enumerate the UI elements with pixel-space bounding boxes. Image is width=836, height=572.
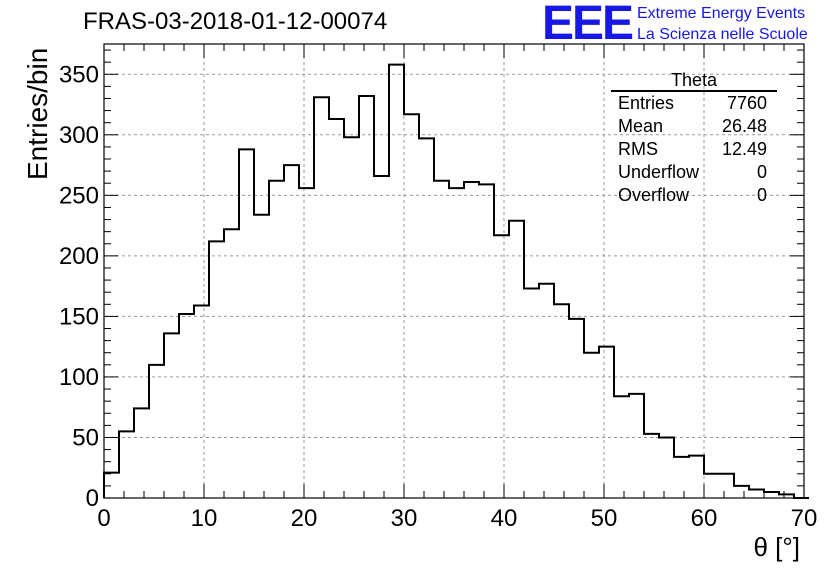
- histogram-bin: [404, 114, 419, 498]
- stats-value: 26.48: [721, 116, 767, 136]
- histogram-bin: [659, 437, 674, 498]
- x-tick-label: 10: [191, 505, 218, 532]
- y-tick-label: 150: [59, 303, 99, 330]
- histogram-bin: [299, 188, 314, 498]
- histogram-bin: [389, 65, 404, 498]
- histogram-bin: [134, 408, 149, 498]
- histogram-bin: [449, 188, 464, 498]
- histogram-bin: [599, 347, 614, 498]
- histogram-bin: [644, 434, 659, 498]
- y-tick-label: 100: [59, 364, 99, 391]
- x-tick-label: 30: [391, 505, 418, 532]
- histogram-bin: [749, 490, 764, 498]
- x-tick-label: 20: [291, 505, 318, 532]
- histogram-bin: [164, 333, 179, 498]
- tick-labels: 0 10 20 30 40 50 60 70 0 50 100 150 200 250 300 350: [59, 61, 817, 532]
- histogram-bin: [119, 431, 134, 498]
- histogram-bin: [359, 96, 374, 498]
- eee-logo: EEE: [542, 0, 634, 50]
- stats-row-entries: Entries 7760: [611, 92, 777, 115]
- x-tick-label: 60: [691, 505, 718, 532]
- histogram-bin: [554, 304, 569, 498]
- y-tick-label: 50: [72, 424, 99, 451]
- stats-box: Theta Entries 7760 Mean 26.48 RMS 12.49 …: [611, 70, 777, 207]
- stats-title: Theta: [611, 70, 777, 92]
- logo-caption-line1: Extreme Energy Events: [637, 5, 806, 22]
- histogram-bin: [419, 138, 434, 498]
- stats-value: 12.49: [721, 139, 767, 159]
- stats-label: Underflow: [618, 162, 700, 182]
- stats-row-mean: Mean 26.48: [611, 115, 777, 138]
- x-tick-label: 50: [591, 505, 618, 532]
- histogram-bin: [614, 396, 629, 498]
- histogram-bin: [494, 235, 509, 498]
- y-tick-label: 350: [59, 61, 99, 88]
- stats-label: Overflow: [618, 185, 690, 205]
- stats-value: 7760: [726, 93, 767, 113]
- histogram-bin: [104, 473, 119, 498]
- logo-caption: Extreme Energy Events La Scienza nelle S…: [637, 3, 808, 45]
- histogram-bin: [149, 365, 164, 498]
- tick-marks: [103, 44, 805, 499]
- histogram-bin: [434, 181, 449, 498]
- histogram-bin: [509, 221, 524, 498]
- histogram-bin: [689, 456, 704, 498]
- x-axis-label: θ [°]: [753, 532, 800, 562]
- histogram-bin: [269, 181, 284, 498]
- histogram-bin: [479, 184, 494, 498]
- histogram-bin: [569, 319, 584, 498]
- stats-label: Entries: [618, 93, 675, 113]
- plot-frame: [103, 43, 805, 499]
- y-tick-label: 200: [59, 243, 99, 270]
- stats-value: 0: [756, 185, 767, 205]
- histogram-outline: [103, 63, 809, 499]
- histogram-bin: [179, 314, 194, 498]
- histogram-bin: [704, 474, 719, 498]
- stats-label: RMS: [618, 139, 658, 159]
- logo-caption-line2: La Scienza nelle Scuole: [637, 26, 808, 43]
- x-tick-label: 70: [791, 505, 818, 532]
- stats-label: Mean: [618, 116, 664, 136]
- histogram-bin: [374, 176, 389, 498]
- stats-value: 0: [756, 162, 767, 182]
- histogram-bin: [209, 241, 224, 498]
- y-tick-label: 300: [59, 122, 99, 149]
- histogram-bin: [344, 137, 359, 498]
- axes-frame: [103, 43, 805, 499]
- histogram-bin: [224, 229, 239, 498]
- histogram-bin: [284, 165, 299, 498]
- histogram-bin: [584, 353, 599, 498]
- stats-row-rms: RMS 12.49: [611, 138, 777, 161]
- histogram-bin: [629, 394, 644, 498]
- x-tick-label: 0: [97, 505, 110, 532]
- grid-lines: [104, 44, 804, 498]
- histogram-bin: [539, 284, 554, 498]
- y-tick-label: 0: [86, 485, 99, 512]
- histogram-bin: [719, 474, 734, 498]
- chart-title: FRAS-03-2018-01-12-00074: [83, 8, 388, 35]
- histogram-bin: [674, 457, 689, 498]
- x-tick-label: 40: [491, 505, 518, 532]
- y-tick-label: 250: [59, 182, 99, 209]
- histogram-bin: [254, 215, 269, 498]
- histogram-bin: [464, 182, 479, 498]
- stats-row-overflow: Overflow 0: [611, 184, 777, 207]
- histogram-bin: [524, 289, 539, 498]
- histogram-bin: [329, 119, 344, 498]
- histogram-bars: [103, 63, 809, 499]
- histogram-bin: [239, 149, 254, 498]
- stats-row-underflow: Underflow 0: [611, 161, 777, 184]
- histogram-bin: [734, 486, 749, 498]
- histogram-bin: [194, 306, 209, 498]
